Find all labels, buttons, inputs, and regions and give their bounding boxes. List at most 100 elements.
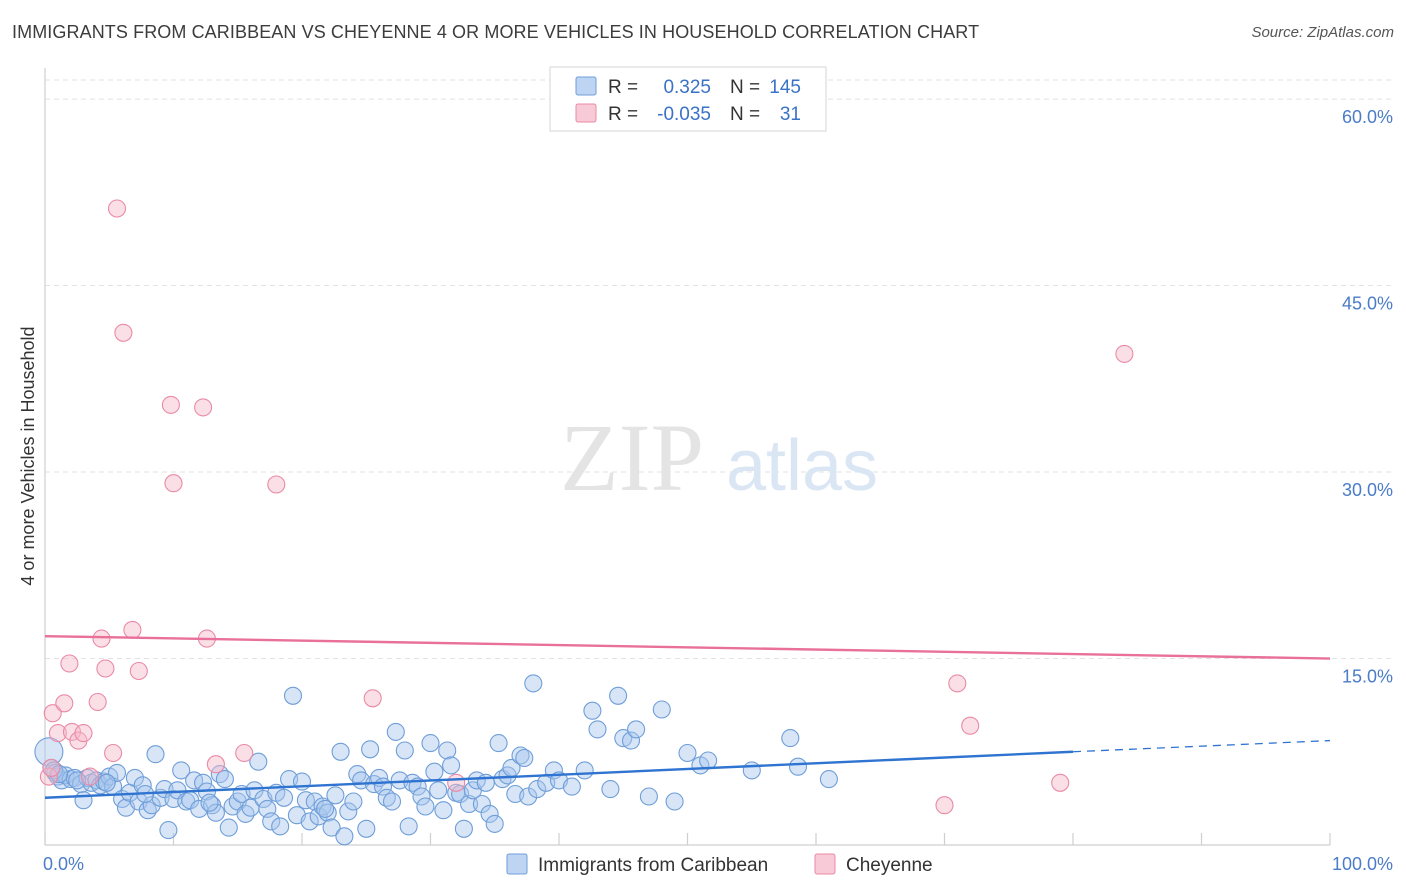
chart-source: Source: ZipAtlas.com bbox=[1251, 24, 1394, 41]
watermark-atlas: atlas bbox=[726, 426, 878, 506]
point-caribbean bbox=[442, 756, 461, 775]
y-tick-label: 60.0% bbox=[1342, 107, 1393, 127]
bottom-legend-swatch-caribbean bbox=[506, 853, 528, 875]
y-tick-label: 45.0% bbox=[1342, 294, 1393, 314]
legend-r-value-cheyenne: -0.035 bbox=[657, 104, 711, 125]
point-caribbean bbox=[454, 819, 473, 838]
point-caribbean bbox=[480, 804, 499, 823]
point-caribbean bbox=[425, 762, 444, 781]
point-cheyenne bbox=[80, 767, 100, 786]
point-caribbean bbox=[200, 793, 219, 812]
point-caribbean bbox=[210, 765, 229, 784]
point-cheyenne bbox=[114, 323, 133, 342]
point-cheyenne bbox=[74, 724, 93, 743]
watermark: ZIP atlas bbox=[560, 404, 878, 511]
point-caribbean bbox=[524, 674, 543, 693]
point-cheyenne bbox=[104, 743, 123, 763]
point-caribbean bbox=[322, 818, 341, 837]
point-caribbean bbox=[438, 741, 457, 760]
point-caribbean bbox=[621, 731, 641, 750]
point-cheyenne bbox=[43, 704, 62, 723]
point-caribbean bbox=[460, 794, 479, 814]
trend-line-caribbean-extension bbox=[1072, 739, 1331, 753]
point-caribbean bbox=[283, 686, 303, 705]
point-caribbean bbox=[588, 720, 607, 739]
y-tick-label: 15.0% bbox=[1342, 667, 1393, 687]
point-caribbean bbox=[335, 827, 354, 846]
point-caribbean bbox=[357, 819, 376, 838]
point-caribbean bbox=[665, 792, 684, 811]
point-caribbean bbox=[528, 780, 547, 799]
point-caribbean bbox=[97, 773, 116, 792]
legend-n-value-caribbean: 145 bbox=[769, 77, 801, 98]
point-caribbean bbox=[652, 700, 671, 719]
point-caribbean bbox=[382, 792, 402, 811]
x-tick-label-max: 100.0% bbox=[1332, 854, 1393, 874]
legend-n-label-caribbean: N = bbox=[730, 77, 760, 98]
point-cheyenne bbox=[194, 398, 213, 417]
point-caribbean bbox=[429, 781, 448, 800]
point-cheyenne bbox=[206, 755, 225, 774]
point-caribbean bbox=[416, 797, 435, 816]
legend-r-value-caribbean: 0.325 bbox=[663, 77, 711, 98]
point-cheyenne bbox=[48, 724, 67, 743]
point-caribbean bbox=[395, 741, 414, 760]
bottom-legend-swatch-cheyenne bbox=[814, 853, 836, 875]
point-cheyenne bbox=[235, 743, 254, 763]
point-caribbean bbox=[219, 818, 238, 837]
legend: R = 0.325 N = 145 R = -0.035 N = 31 bbox=[549, 66, 827, 132]
point-caribbean bbox=[316, 799, 335, 818]
trend-line-caribbean bbox=[44, 750, 1074, 799]
x-tick-labels: 0.0% 100.0% bbox=[43, 854, 1393, 874]
point-caribbean bbox=[361, 740, 380, 759]
chart-title: IMMIGRANTS FROM CARIBBEAN VS CHEYENNE 4 … bbox=[12, 22, 980, 42]
point-caribbean bbox=[274, 788, 294, 807]
legend-r-label-caribbean: R = bbox=[608, 77, 638, 98]
point-caribbean bbox=[639, 787, 658, 806]
point-cheyenne bbox=[60, 654, 79, 673]
point-caribbean bbox=[699, 751, 718, 770]
bottom-legend-label-caribbean: Immigrants from Caribbean bbox=[538, 855, 768, 876]
data-points bbox=[34, 199, 1134, 846]
point-caribbean bbox=[206, 803, 225, 822]
point-caribbean bbox=[562, 777, 581, 796]
legend-n-label-cheyenne: N = bbox=[730, 104, 760, 125]
point-caribbean bbox=[159, 821, 178, 840]
legend-r-label-cheyenne: R = bbox=[608, 104, 638, 125]
watermark-zip: ZIP bbox=[560, 404, 704, 511]
point-caribbean bbox=[609, 686, 628, 705]
point-caribbean bbox=[34, 737, 64, 767]
point-cheyenne bbox=[363, 689, 382, 708]
point-cheyenne bbox=[129, 661, 148, 681]
point-caribbean bbox=[215, 770, 234, 789]
point-caribbean bbox=[678, 743, 697, 763]
point-caribbean bbox=[583, 701, 602, 720]
legend-n-value-cheyenne: 31 bbox=[780, 104, 801, 125]
point-cheyenne bbox=[447, 773, 466, 792]
point-caribbean bbox=[485, 814, 504, 833]
point-caribbean bbox=[309, 807, 328, 826]
y-tick-labels: 15.0% 30.0% 45.0% 60.0% bbox=[1342, 107, 1393, 686]
point-cheyenne bbox=[948, 674, 967, 693]
point-caribbean bbox=[472, 794, 491, 814]
point-caribbean bbox=[125, 768, 144, 787]
point-caribbean bbox=[399, 817, 418, 836]
x-tick-label-min: 0.0% bbox=[43, 854, 84, 874]
point-cheyenne bbox=[96, 659, 115, 678]
point-cheyenne bbox=[92, 629, 111, 648]
gridlines bbox=[45, 79, 1392, 660]
y-axis-label: 4 or more Vehicles in Household bbox=[18, 326, 38, 585]
point-cheyenne bbox=[164, 474, 183, 493]
point-caribbean bbox=[781, 729, 800, 748]
point-caribbean bbox=[249, 752, 268, 771]
point-caribbean bbox=[344, 792, 363, 811]
point-cheyenne bbox=[123, 620, 142, 639]
point-cheyenne bbox=[1115, 344, 1134, 363]
point-caribbean bbox=[412, 787, 431, 806]
point-caribbean bbox=[331, 742, 350, 761]
point-caribbean bbox=[575, 761, 594, 780]
point-cheyenne bbox=[267, 475, 286, 494]
bottom-legend: Immigrants from Caribbean Cheyenne bbox=[506, 853, 933, 876]
trend-lines bbox=[44, 634, 1331, 799]
